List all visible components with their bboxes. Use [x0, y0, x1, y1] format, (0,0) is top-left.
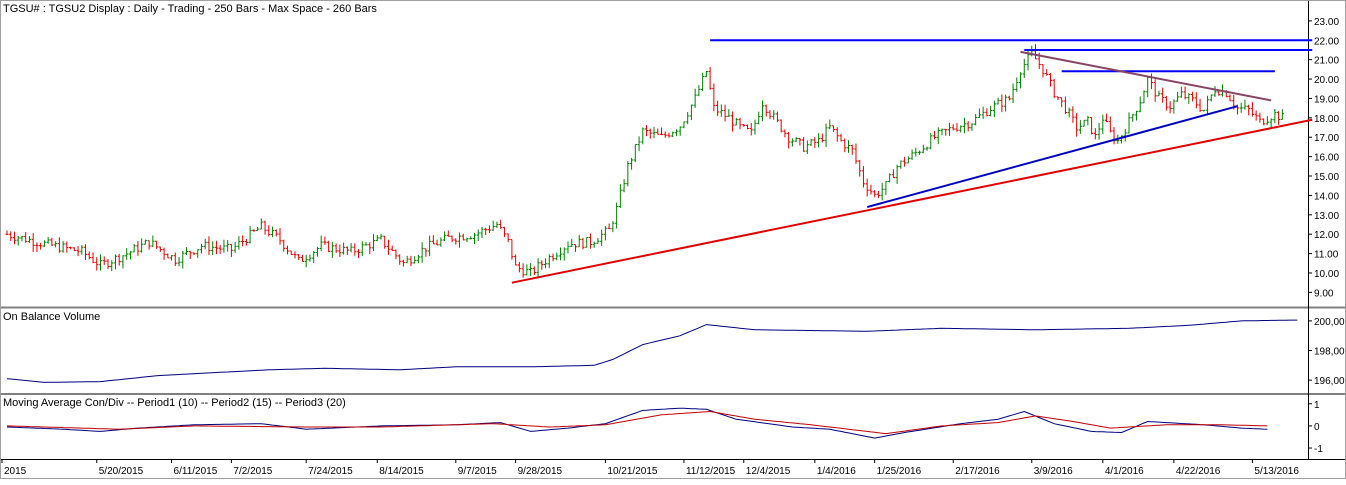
y-tick-label: 11.00	[1314, 250, 1339, 261]
y-tick-label: 10.00	[1314, 269, 1339, 280]
y-tick-label: 200,00	[1314, 317, 1345, 328]
x-tick-label: 12/4/2015	[746, 466, 791, 477]
x-tick-label: 4/22/2016	[1176, 466, 1221, 477]
x-tick-label: 5/20/2015	[99, 466, 144, 477]
x-tick-label: 2015	[4, 466, 27, 477]
indicator-line	[6, 410, 1268, 435]
x-tick-label: 9/28/2015	[518, 466, 563, 477]
trendline	[511, 118, 1313, 284]
y-tick-label: 17.00	[1314, 133, 1339, 144]
y-tick-label: 9.00	[1314, 288, 1334, 299]
y-tick-label: -1	[1314, 444, 1323, 455]
trendline	[1020, 50, 1272, 102]
indicator-line	[6, 407, 1268, 439]
x-tick-label: 6/11/2015	[174, 466, 218, 477]
trendline	[866, 105, 1238, 209]
y-tick-label: 196,00	[1314, 376, 1345, 387]
y-tick-label: 22.00	[1314, 36, 1339, 47]
x-tick-label: 2/17/2016	[955, 466, 1000, 477]
x-tick-label: 1/25/2016	[877, 466, 922, 477]
y-tick-label: 12.00	[1314, 230, 1339, 241]
y-tick-label: 13.00	[1314, 211, 1339, 222]
x-tick-label: 11/12/2015	[686, 466, 736, 477]
y-tick-label: 19.00	[1314, 94, 1339, 105]
x-tick-label: 1/4/2016	[817, 466, 856, 477]
x-tick-label: 8/14/2015	[379, 466, 424, 477]
y-tick-label: 18.00	[1314, 114, 1339, 125]
y-tick-label: 0	[1314, 422, 1320, 433]
panel-title: On Balance Volume	[3, 311, 100, 323]
x-tick-label: 7/2/2015	[233, 466, 272, 477]
panel-title: TGSU# : TGSU2 Display : Daily - Trading …	[3, 3, 377, 15]
y-tick-label: 21.00	[1314, 56, 1339, 67]
y-tick-label: 23.00	[1314, 17, 1339, 28]
y-tick-label: 20.00	[1314, 75, 1339, 86]
x-tick-label: 10/21/2015	[607, 466, 657, 477]
y-tick-label: 1	[1314, 400, 1320, 411]
indicator-line	[6, 319, 1298, 383]
x-tick-label: 9/7/2015	[458, 466, 497, 477]
x-tick-label: 4/1/2016	[1105, 466, 1144, 477]
x-tick-label: 7/24/2015	[308, 466, 353, 477]
y-tick-label: 15.00	[1314, 172, 1339, 183]
x-tick-label: 3/9/2016	[1034, 466, 1073, 477]
y-tick-label: 198,00	[1314, 347, 1345, 358]
price-bars	[5, 44, 1284, 279]
y-tick-label: 14.00	[1314, 191, 1339, 202]
x-tick-label: 5/13/2016	[1254, 466, 1299, 477]
panel-title: Moving Average Con/Div -- Period1 (10) -…	[3, 397, 346, 409]
y-tick-label: 16.00	[1314, 153, 1339, 164]
